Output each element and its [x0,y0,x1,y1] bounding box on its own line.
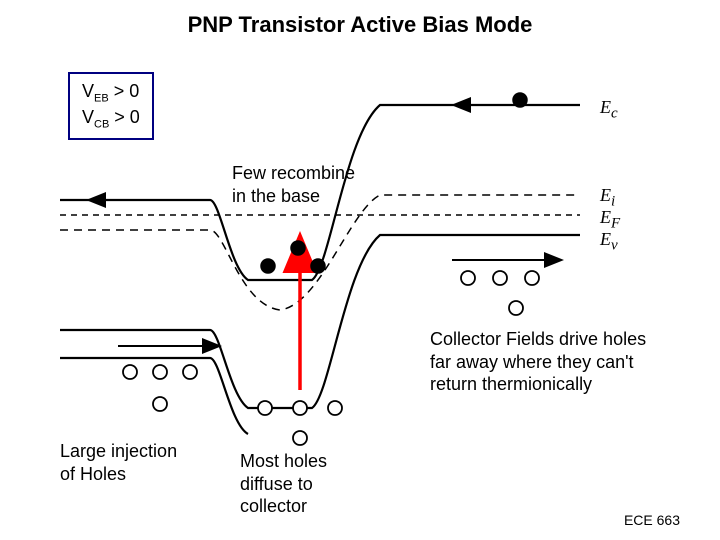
band-diagram [0,0,720,540]
